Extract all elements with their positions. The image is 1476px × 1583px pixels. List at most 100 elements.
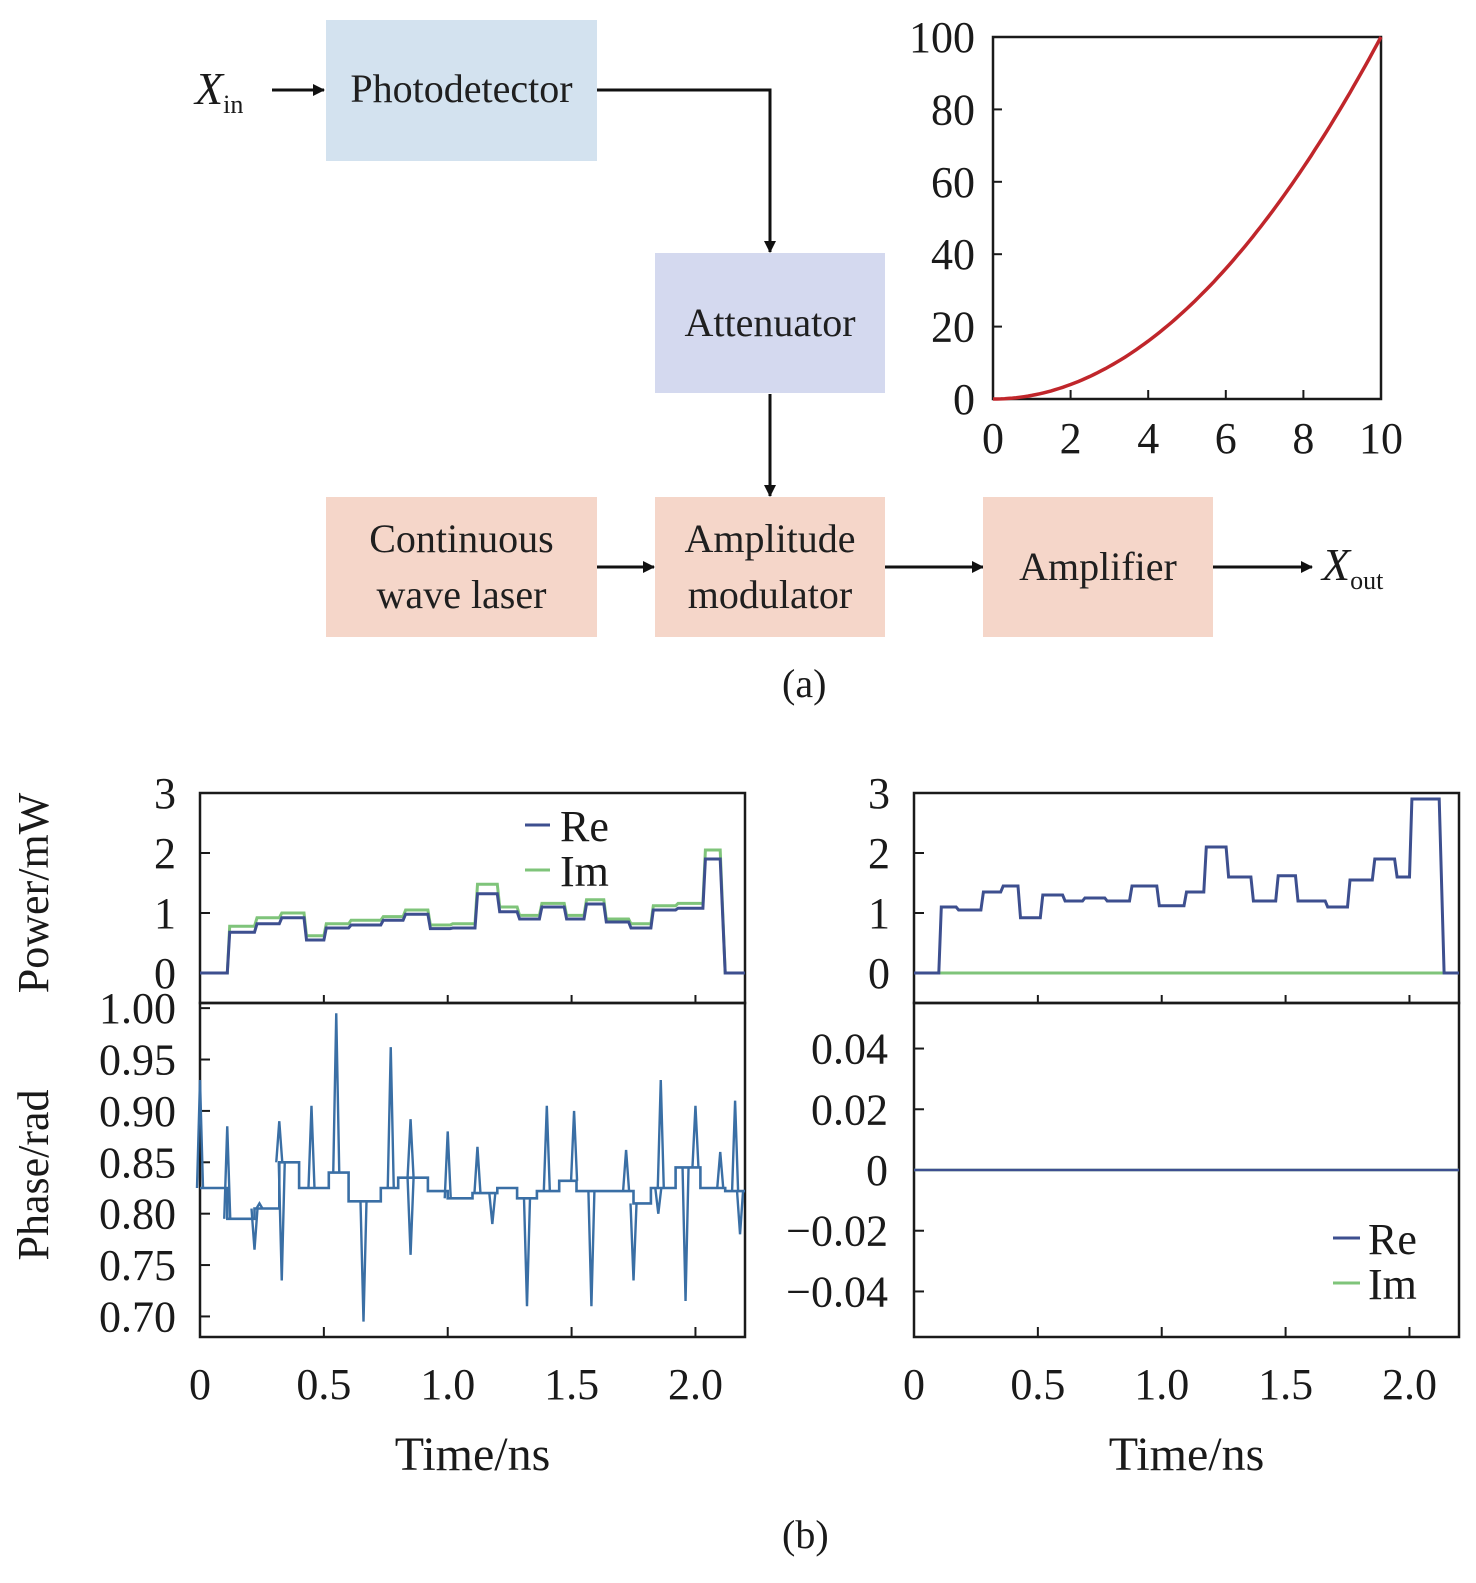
- transfer-xtick-label: 6: [1215, 414, 1237, 463]
- phase-left-spike: [223, 1126, 232, 1219]
- phase-left-spike: [473, 1146, 482, 1194]
- output-symbol-letter: X: [1322, 539, 1351, 590]
- input-symbol-sub: in: [223, 90, 244, 120]
- phase-right-legend-label: Re: [1368, 1215, 1417, 1264]
- modulator-block: Amplitude modulator: [655, 497, 885, 637]
- power-right-chart: 0 1 2 3: [868, 769, 1461, 1005]
- phase-left-spike: [656, 1080, 665, 1189]
- phase-left-spike: [716, 1151, 725, 1189]
- power_right-ytick-label: 0: [868, 949, 890, 998]
- power_right-series-re: [914, 797, 1459, 975]
- phase-left-spike: [681, 1167, 690, 1302]
- arrow-photodetector-to-attenuator: [597, 88, 776, 253]
- power_right-ytick-label: 2: [868, 829, 890, 878]
- input-symbol-letter: X: [195, 63, 224, 114]
- power_left-ytick-label: 0: [154, 949, 176, 998]
- transfer-curve: [993, 36, 1383, 401]
- power_left-ytick-label: 1: [154, 889, 176, 938]
- phase-left-spike: [654, 1187, 663, 1214]
- phase-right-xtick-label: 2.0: [1382, 1360, 1437, 1409]
- phase-left-spike: [691, 1105, 700, 1168]
- caption-a: (a): [782, 661, 827, 706]
- power_left-ytick-label: 2: [154, 829, 176, 878]
- phase-left-ytick-label: 0.95: [99, 1036, 176, 1085]
- phase-left-series: [200, 1161, 745, 1221]
- phase-left-xtick-label: 2.0: [668, 1360, 723, 1409]
- phase-left-spike: [359, 1201, 368, 1322]
- phase-right-ytick-label: 0.02: [811, 1085, 888, 1134]
- amplifier-label: Amplifier: [1019, 544, 1177, 589]
- phase-right-xlabel: Time/ns: [1109, 1428, 1265, 1481]
- transfer-xtick-label: 10: [1359, 414, 1403, 463]
- caption-b: (b): [782, 1512, 829, 1557]
- phase-left-spike: [730, 1100, 740, 1192]
- phase-right-xtick-label: 0: [903, 1360, 925, 1409]
- phase-left-spike: [275, 1121, 284, 1163]
- phase-left-xtick-label: 1.5: [544, 1360, 599, 1409]
- phase-left-spike: [488, 1193, 497, 1225]
- transfer-xtick-label: 0: [982, 414, 1004, 463]
- phase-left-chart: Phase/rad 0.700.750.800.850.900.951.00 0 0.…: [9, 984, 747, 1481]
- power_left-axes-frame: [198, 791, 747, 1005]
- input-symbol: Xin: [195, 62, 243, 120]
- phase-left-ytick-label: 1.00: [99, 984, 176, 1033]
- phase-right-xtick-label: 1.0: [1134, 1360, 1189, 1409]
- phase-left-spike: [406, 1119, 415, 1178]
- laser-label-line2: wave laser: [376, 572, 547, 617]
- phase-left-spike: [542, 1105, 552, 1192]
- attenuator-block: Attenuator: [655, 253, 885, 393]
- phase-left-spike: [443, 1131, 452, 1199]
- phase-left-spike: [406, 1177, 415, 1255]
- laser-block: Continuous wave laser: [326, 497, 597, 637]
- phase-right-xtick-label: 0.5: [1010, 1360, 1065, 1409]
- phase-left-spike: [629, 1203, 638, 1281]
- phase-left-spike: [587, 1191, 596, 1307]
- photodetector-label: Photodetector: [350, 65, 573, 111]
- phase-left-xtick-label: 1.0: [420, 1360, 475, 1409]
- phase-right-chart: −0.04 −0.02 0 0.02 0.04 0 0.5 1.0 1.5 2.0 Time/ns R…: [786, 1001, 1461, 1481]
- power_left-legend-label: Im: [560, 847, 609, 896]
- modulator-label-line2: modulator: [687, 572, 853, 617]
- phase-left-axes-frame: [198, 1001, 747, 1339]
- transfer-ytick-label: 40: [931, 230, 975, 279]
- photodetector-block: Photodetector: [326, 20, 597, 161]
- laser-label-line1: Continuous: [369, 516, 554, 561]
- output-symbol: Xout: [1322, 538, 1383, 596]
- power-axis-title: Power/mW: [9, 792, 58, 993]
- phase-left-spike: [255, 1201, 264, 1210]
- phase-left-xtick-label: 0.5: [296, 1360, 351, 1409]
- output-symbol-sub: out: [1350, 566, 1384, 596]
- phase-left-spike: [522, 1198, 532, 1307]
- phase-left-ytick-label: 0.70: [99, 1292, 176, 1341]
- transfer-xtick-label: 2: [1060, 414, 1082, 463]
- phase-right-xtick-label: 1.5: [1258, 1360, 1313, 1409]
- phase-left-spike: [386, 1047, 395, 1189]
- phase-left-ytick-label: 0.90: [99, 1087, 176, 1136]
- attenuator-label: Attenuator: [684, 300, 856, 345]
- phase-left-xtick-label: 0: [189, 1360, 211, 1409]
- phase-left-spike: [569, 1110, 579, 1181]
- amplifier-block: Amplifier: [983, 497, 1213, 637]
- phase-left-ytick-label: 0.85: [99, 1138, 176, 1187]
- phase-left-spike: [250, 1208, 259, 1250]
- phase-left-spike: [277, 1162, 286, 1281]
- transfer-xtick-label: 4: [1137, 414, 1159, 463]
- phase-left-spike: [307, 1105, 316, 1189]
- phase-right-ytick-label: 0.04: [811, 1025, 888, 1074]
- phase-left-spike: [621, 1149, 631, 1192]
- phase-left-spike: [332, 1013, 341, 1173]
- phase-left-ytick-label: 0.80: [99, 1190, 176, 1239]
- phase-left-ytick-label: 0.75: [99, 1241, 176, 1290]
- phase-right-ytick-label: 0: [866, 1146, 888, 1195]
- power_right-ytick-label: 3: [868, 769, 890, 818]
- transfer-xtick-label: 8: [1292, 414, 1314, 463]
- phase-axis-title: Phase/rad: [9, 1089, 58, 1260]
- phase-left-spike: [195, 1080, 205, 1189]
- power_right-ytick-label: 1: [868, 889, 890, 938]
- modulator-label-line1: Amplitude: [684, 516, 856, 561]
- transfer-ytick-label: 100: [909, 13, 975, 62]
- phase-right-ytick-label: −0.04: [786, 1267, 888, 1316]
- power_left-ytick-label: 3: [154, 769, 176, 818]
